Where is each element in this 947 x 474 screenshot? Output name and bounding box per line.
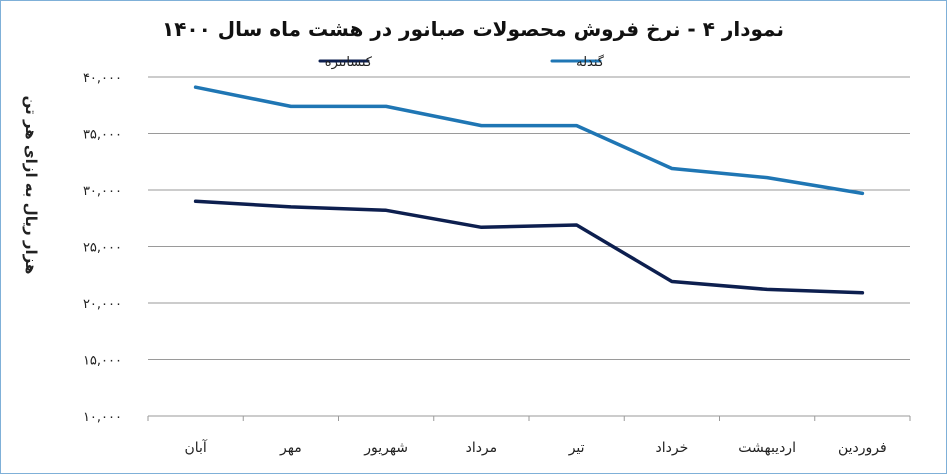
- x-tick-label: اردیبهشت: [738, 440, 796, 456]
- x-tick-label: تیر: [568, 440, 585, 456]
- y-tick-label: ۱۰,۰۰۰: [83, 410, 122, 425]
- x-axis-ticks: فروردین اردیبهشت خرداد تیر مرداد شهریور مهر آبا…: [184, 439, 886, 456]
- legend-label-pellet: گندله: [576, 54, 605, 70]
- y-tick-label: ۳۵,۰۰۰: [83, 128, 122, 143]
- x-tick-label: مهر: [279, 440, 302, 456]
- y-tick-label: ۲۰,۰۰۰: [83, 297, 122, 312]
- chart-title: نمودار ۴ - نرخ فروش محصولات صبانور در هش…: [162, 17, 784, 41]
- gridlines: [147, 76, 911, 421]
- y-tick-label: ۲۵,۰۰۰: [83, 241, 122, 256]
- y-tick-label: ۱۵,۰۰۰: [83, 354, 122, 369]
- x-tick-label: آبان: [184, 439, 207, 456]
- legend-label-concentrate: کنسانتره: [325, 55, 373, 70]
- x-tick-label: مرداد: [466, 440, 498, 456]
- y-axis-label: هزار ریال به ازای هر تن: [22, 96, 40, 275]
- x-tick-label: خرداد: [656, 440, 689, 456]
- y-tick-label: ۴۰,۰۰۰: [83, 71, 122, 86]
- series-line-pellet: [193, 85, 865, 196]
- y-tick-label: ۳۰,۰۰۰: [83, 184, 122, 199]
- legend: کنسانتره گندله: [318, 54, 605, 70]
- y-axis-ticks: ۱۰,۰۰۰ ۱۵,۰۰۰ ۲۰,۰۰۰ ۲۵,۰۰۰ ۳۰,۰۰۰ ۳۵,۰۰۰ ۴۰,۰…: [83, 71, 122, 425]
- x-tick-label: فروردین: [838, 440, 887, 456]
- series-lines: [193, 85, 865, 295]
- x-tick-label: شهریور: [363, 440, 408, 456]
- series-line-concentrate: [193, 199, 865, 295]
